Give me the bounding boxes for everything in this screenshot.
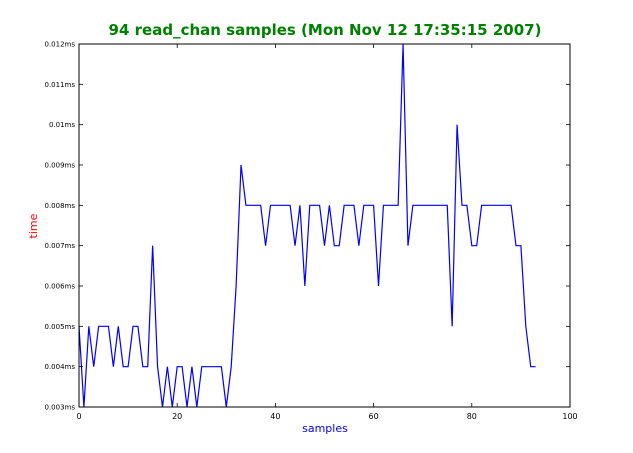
x-tick-label: 40 <box>270 412 280 421</box>
chart-title: 94 read_chan samples (Mon Nov 12 17:35:1… <box>109 21 542 39</box>
y-axis-label: time <box>27 213 40 238</box>
y-tick-label: 0.003ms <box>44 404 75 412</box>
y-tick-label: 0.011ms <box>44 81 75 89</box>
y-tick-label: 0.005ms <box>44 323 75 331</box>
x-tick-label: 80 <box>467 412 477 421</box>
y-tick-label: 0.01ms <box>49 121 75 129</box>
x-axis-label: samples <box>302 422 348 435</box>
x-tick-label: 20 <box>172 412 182 421</box>
y-tick-label: 0.008ms <box>44 202 75 210</box>
y-tick-label: 0.007ms <box>44 242 75 250</box>
plot-area <box>78 43 536 408</box>
y-tick-label: 0.009ms <box>44 162 75 170</box>
series-line-0 <box>78 43 536 408</box>
y-tick-label: 0.012ms <box>44 41 75 49</box>
plot-frame <box>78 43 571 408</box>
y-tick-label: 0.004ms <box>44 363 75 371</box>
x-tick-label: 0 <box>76 412 81 421</box>
axis-ticks: 0 20 40 60 80 100 0.003ms 0.004ms 0.005ms 0.006ms… <box>44 41 577 422</box>
x-tick-label: 100 <box>562 412 577 421</box>
x-tick-label: 60 <box>369 412 379 421</box>
y-tick-label: 0.006ms <box>44 283 75 291</box>
